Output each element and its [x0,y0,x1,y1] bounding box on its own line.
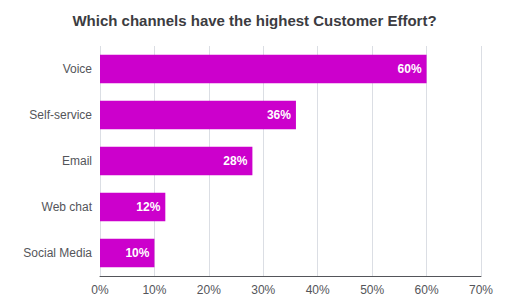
svg-text:Email: Email [62,154,92,168]
svg-text:70%: 70% [469,283,493,297]
svg-text:20%: 20% [197,283,221,297]
svg-text:60%: 60% [415,283,439,297]
svg-text:Voice: Voice [63,62,93,76]
svg-text:36%: 36% [267,108,291,122]
svg-text:60%: 60% [398,62,422,76]
svg-text:40%: 40% [306,283,330,297]
svg-text:Which channels have the highes: Which channels have the highest Customer… [72,12,436,29]
svg-text:Web chat: Web chat [42,200,93,214]
svg-text:Self-service: Self-service [29,108,92,122]
svg-text:12%: 12% [136,200,160,214]
svg-text:30%: 30% [251,283,275,297]
svg-text:Social Media: Social Media [23,246,92,260]
svg-text:50%: 50% [360,283,384,297]
svg-text:0%: 0% [91,283,109,297]
svg-text:10%: 10% [142,283,166,297]
svg-text:28%: 28% [223,154,247,168]
svg-text:10%: 10% [125,246,149,260]
